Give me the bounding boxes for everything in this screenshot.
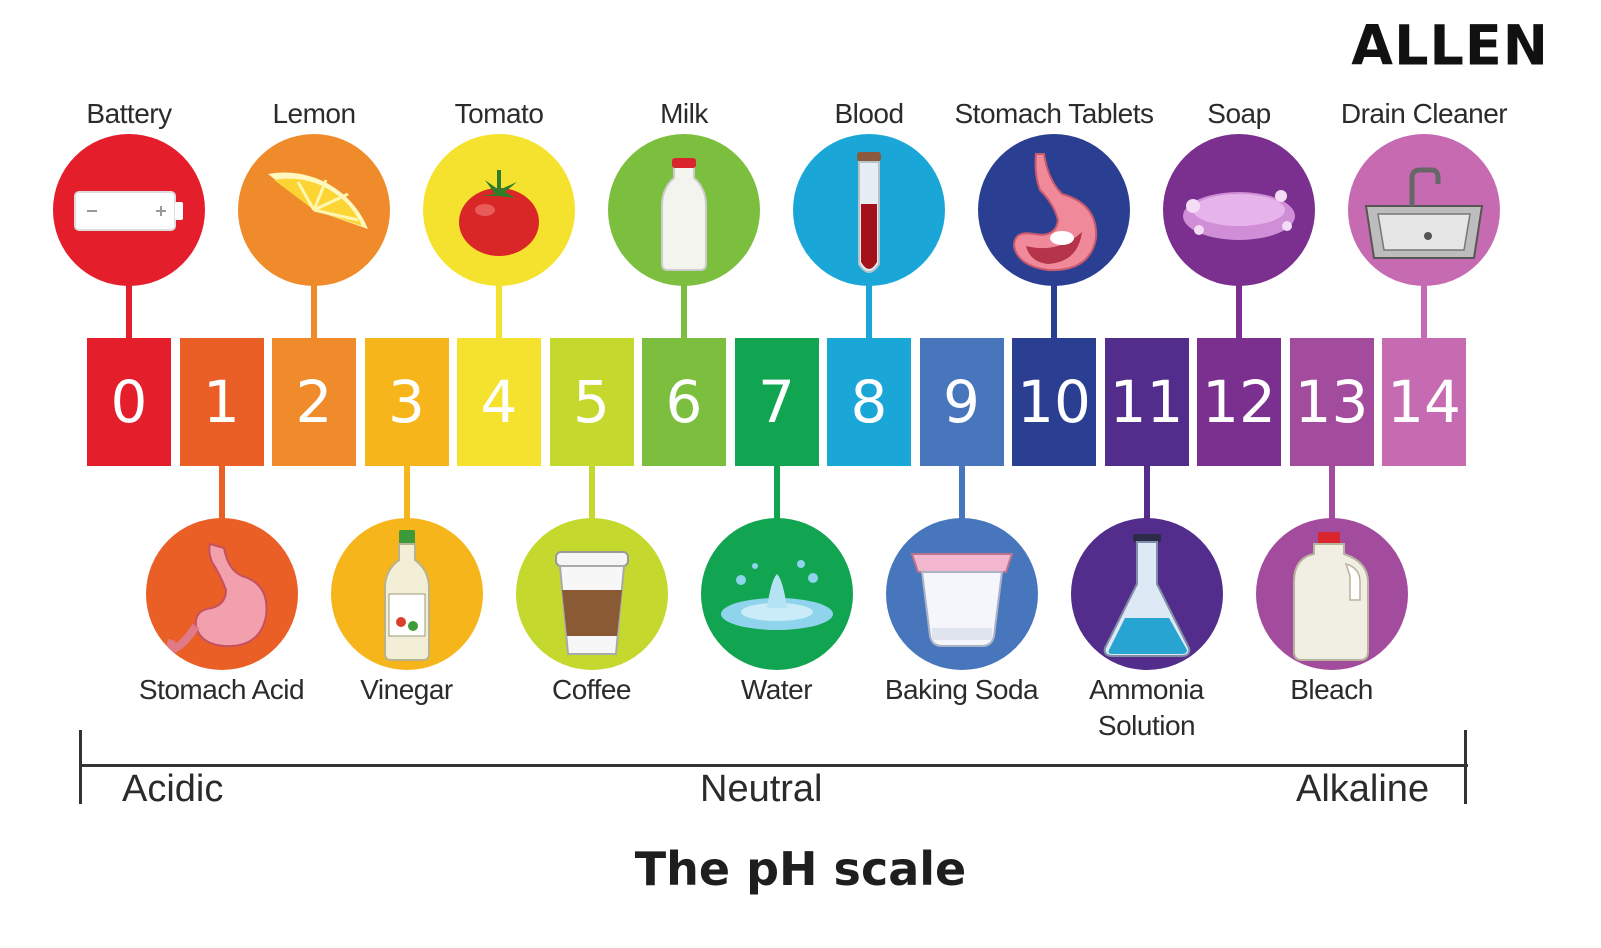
soap-icon bbox=[1163, 134, 1315, 286]
item-label: Vinegar bbox=[360, 674, 453, 705]
ph-box-6: 6 bbox=[642, 338, 726, 466]
connector-line bbox=[311, 270, 317, 340]
connector-line bbox=[218, 464, 225, 534]
brand-logo: ALLEN bbox=[1351, 13, 1549, 78]
flask-icon bbox=[1070, 518, 1223, 670]
stomach-tablet-icon bbox=[978, 134, 1130, 286]
bleach-jug-icon bbox=[1255, 518, 1408, 670]
item-label: Drain Cleaner bbox=[1340, 98, 1508, 129]
ph-box-11: 11 bbox=[1104, 338, 1189, 466]
ph-box-2: 2 bbox=[272, 338, 356, 466]
item-label: Blood bbox=[834, 98, 904, 129]
item-label: Stomach Acid bbox=[138, 674, 305, 705]
vinegar-bottle-icon bbox=[330, 518, 483, 670]
axis-right-tick bbox=[1464, 730, 1467, 804]
axis-label-alkaline: Alkaline bbox=[1296, 768, 1430, 810]
milk-bottle-icon bbox=[608, 134, 760, 286]
ph-box-1: 1 bbox=[179, 338, 264, 466]
connector-line bbox=[866, 270, 872, 340]
axis-label-neutral: Neutral bbox=[700, 768, 823, 810]
sink-icon bbox=[1348, 134, 1500, 286]
item-label: Lemon bbox=[272, 98, 356, 129]
ph-box-12: 12 bbox=[1197, 338, 1281, 466]
item-label: Tomato bbox=[454, 98, 544, 129]
item-label: Coffee bbox=[552, 674, 632, 705]
connector-line bbox=[1236, 270, 1242, 340]
baking-soda-tub-icon bbox=[885, 518, 1038, 670]
stomach-icon bbox=[145, 518, 298, 670]
diagram-title: The pH scale bbox=[634, 842, 967, 896]
connector-line bbox=[126, 270, 132, 340]
battery-icon bbox=[53, 134, 205, 286]
connector-line bbox=[958, 464, 965, 534]
ph-box-3: 3 bbox=[364, 338, 449, 466]
connector-line bbox=[588, 464, 595, 534]
item-label: Bleach bbox=[1290, 674, 1373, 705]
connector-line bbox=[773, 464, 780, 534]
connector-line bbox=[681, 270, 687, 340]
ph-box-0: 0 bbox=[87, 338, 171, 466]
connector-line bbox=[1051, 270, 1057, 340]
item-label: Water bbox=[740, 674, 813, 705]
item-label: Milk bbox=[660, 98, 708, 129]
item-label: Soap bbox=[1207, 98, 1271, 129]
axis-line bbox=[80, 764, 1468, 767]
ph-box-9: 9 bbox=[919, 338, 1004, 466]
connector-line bbox=[1421, 270, 1427, 340]
lemon-icon bbox=[238, 134, 390, 286]
ph-box-13: 13 bbox=[1289, 338, 1374, 466]
ph-box-10: 10 bbox=[1012, 338, 1096, 466]
blood-tube-icon bbox=[793, 134, 945, 286]
axis-label-acidic: Acidic bbox=[122, 768, 224, 810]
ph-box-5: 5 bbox=[549, 338, 634, 466]
connector-line bbox=[1328, 464, 1335, 534]
connector-line bbox=[403, 464, 410, 534]
item-label: Baking Soda bbox=[884, 674, 1039, 705]
connector-line bbox=[496, 270, 502, 340]
item-label: Stomach Tablets bbox=[954, 98, 1155, 129]
ph-box-14: 14 bbox=[1382, 338, 1466, 466]
ph-box-4: 4 bbox=[457, 338, 541, 466]
connector-line bbox=[1143, 464, 1150, 534]
water-splash-icon bbox=[700, 518, 853, 670]
coffee-cup-icon bbox=[515, 518, 668, 670]
item-label: Ammonia Solution bbox=[1089, 674, 1204, 741]
tomato-icon bbox=[423, 134, 575, 286]
ph-box-7: 7 bbox=[734, 338, 819, 466]
ph-box-8: 8 bbox=[827, 338, 911, 466]
axis-left-tick bbox=[79, 730, 82, 804]
item-label: Battery bbox=[86, 98, 172, 129]
